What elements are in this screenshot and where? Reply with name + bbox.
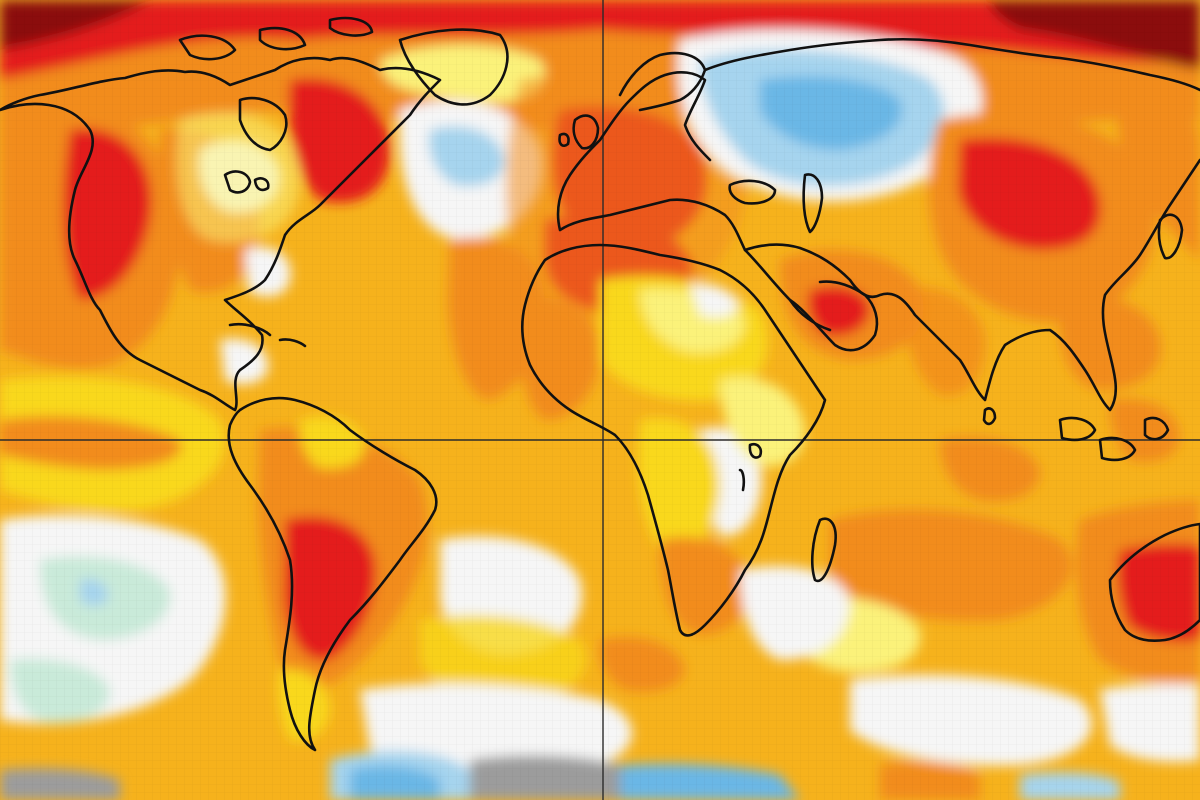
africa-coastline xyxy=(520,243,827,637)
madagascar-coastline xyxy=(810,517,837,583)
europe-coastline xyxy=(556,70,747,252)
indonesia-coastline xyxy=(1058,416,1170,462)
lake-victoria-coastline xyxy=(738,442,763,492)
caspian-coastline xyxy=(802,173,824,234)
caribbean-coastline xyxy=(228,322,307,348)
hudson-bay-coastline xyxy=(238,96,288,152)
japan-coastline xyxy=(1157,213,1184,260)
arctic-asia-coastline xyxy=(703,37,1200,92)
north-america-coastline xyxy=(0,56,442,412)
arctic-islands-coastline xyxy=(178,16,374,61)
arabian-peninsula-coastline xyxy=(788,280,879,352)
coastlines xyxy=(0,16,1200,752)
sri-lanka-coastline xyxy=(982,407,997,426)
black-sea-coastline xyxy=(728,179,777,205)
south-america-coastline xyxy=(227,396,438,752)
australia-coastline xyxy=(1108,522,1200,642)
greenland-coastline xyxy=(398,28,509,106)
british-isles-coastline xyxy=(558,114,600,150)
great-lakes-coastline xyxy=(223,170,270,194)
